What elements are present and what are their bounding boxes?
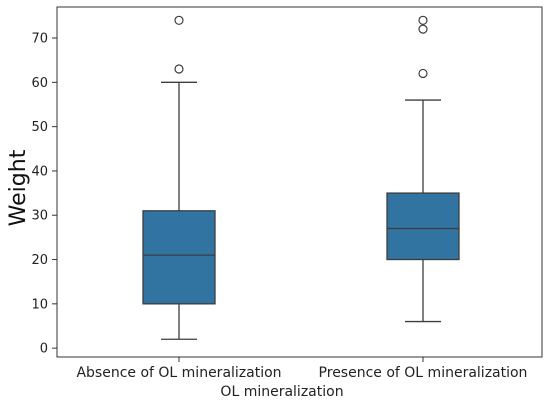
outlier-point [418,24,428,34]
y-tick-label: 20 [31,253,48,268]
box-body [142,210,216,305]
outlier-point [174,15,184,25]
x-axis-title: OL mineralization [220,384,343,400]
y-axis-title: Weight [6,149,31,226]
outlier-point [418,15,428,25]
outlier-point [418,68,428,79]
x-axis: Absence of OL mineralization Presence of … [76,357,527,381]
box-presence [386,15,460,323]
plot-frame [56,6,543,358]
box-absence [142,15,216,340]
y-tick-label: 10 [31,297,48,312]
box-body [386,192,460,261]
y-tick-label: 40 [31,164,48,179]
y-tick-label: 60 [31,76,48,91]
y-tick-label: 70 [31,32,48,47]
boxes-group [142,15,460,340]
x-category-label: Absence of OL mineralization [76,365,281,381]
y-tick-label: 50 [31,120,48,135]
y-tick-label: 0 [40,342,48,357]
y-tick-label: 30 [31,209,48,224]
x-category-label: Presence of OL mineralization [319,365,528,381]
y-axis: 0 10 20 30 40 50 60 70 [31,32,57,357]
outlier-point [174,64,184,74]
